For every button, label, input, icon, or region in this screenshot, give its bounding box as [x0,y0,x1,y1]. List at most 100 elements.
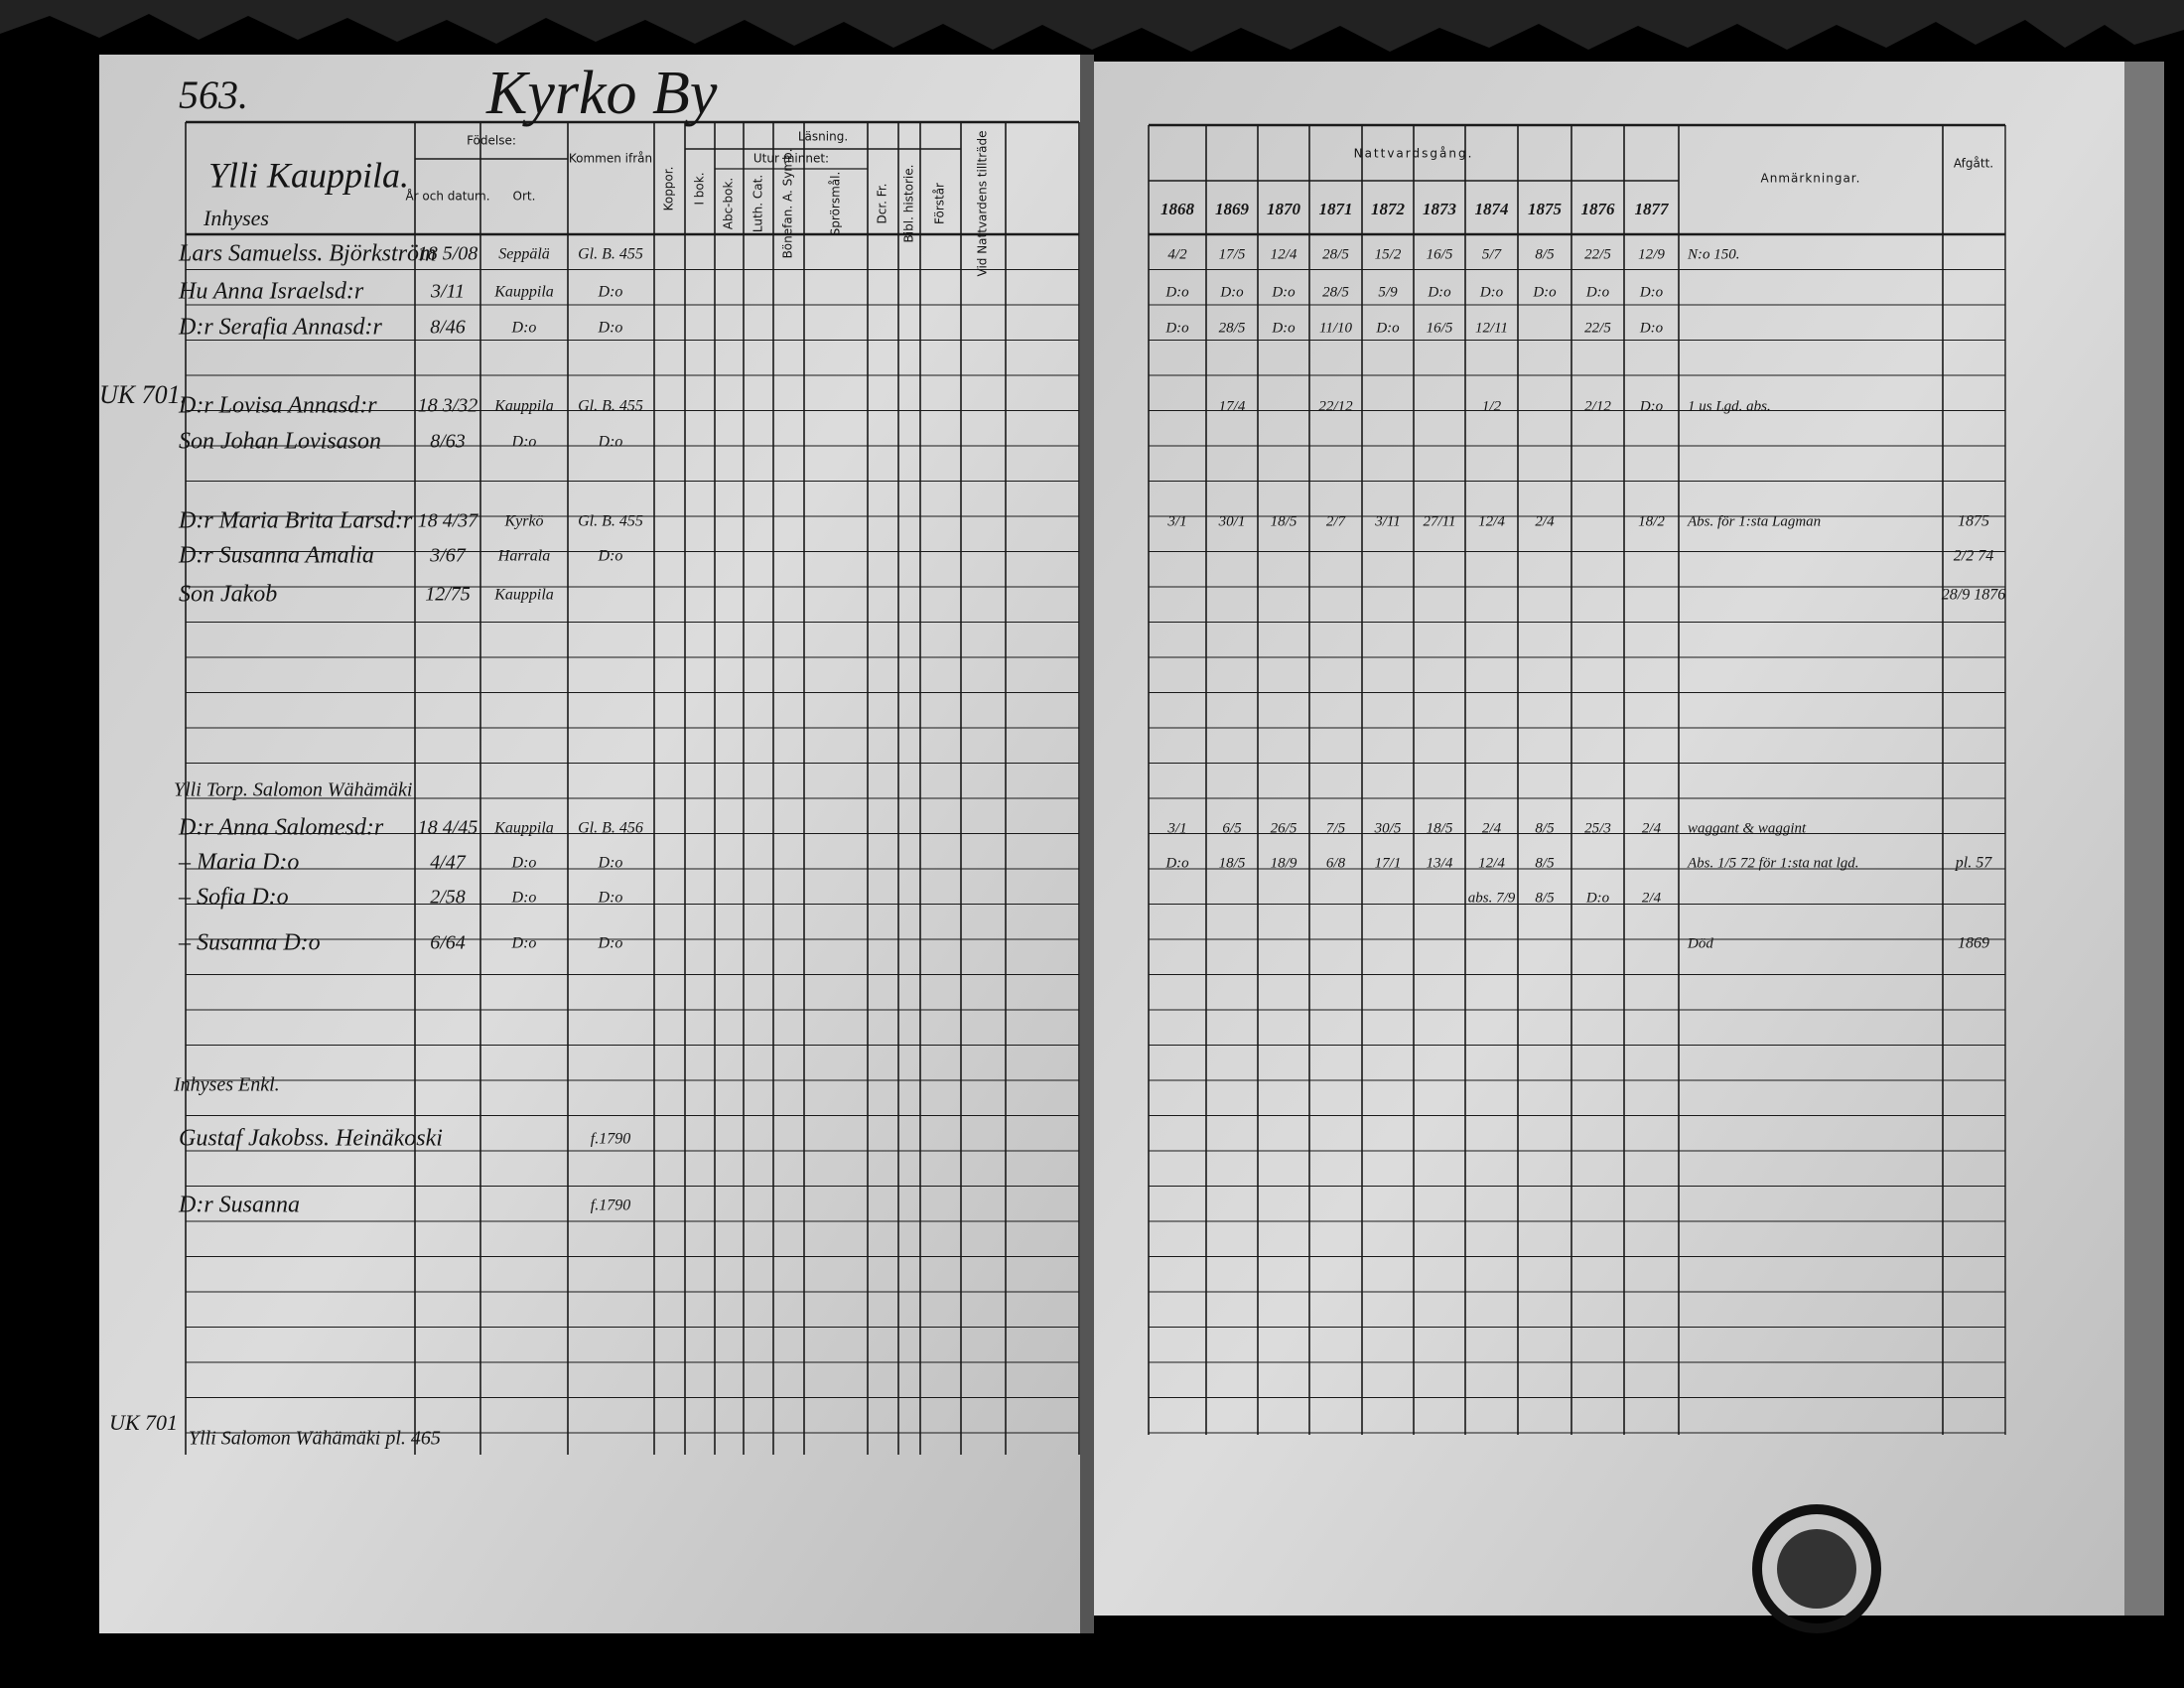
column-header: Förstår [933,183,947,224]
communion-date: D:o [1164,855,1189,871]
person-name: D:r Susanna [178,1193,300,1218]
departed: 1875 [1958,513,1989,530]
communion-date: 27/11 [1423,513,1455,529]
came-from: Gl. B. 455 [578,246,643,263]
gutter [1080,55,1094,1633]
came-from: f.1790 [591,1197,630,1214]
communion-date: 28/5 [1322,246,1349,262]
person-name: D:r Anna Salomesd:r [178,815,384,841]
communion-date: 5/7 [1482,246,1503,262]
column-header: Födelse: [467,134,516,148]
birth-place: D:o [511,890,537,907]
communion-date: 18/9 [1271,855,1297,871]
birth-date: 3/11 [430,281,465,303]
communion-date: 16/5 [1427,320,1453,336]
came-from: Gl. B. 455 [578,398,643,415]
communion-date: 12/4 [1478,855,1505,871]
person-name: D:r Lovisa Annasd:r [178,393,377,419]
birth-place: D:o [511,855,537,872]
birth-place: Kauppila [493,820,554,837]
came-from: f.1790 [591,1131,630,1148]
person-name: Son Jakob [179,582,277,608]
year-header: 1874 [1475,200,1509,218]
stamp-center [1777,1529,1856,1609]
communion-date: 2/4 [1642,890,1662,906]
birth-date: 8/46 [430,317,466,339]
page-edge [2124,62,2164,1616]
departed: 28/9 1876 [1942,587,2005,604]
communion-date: 18/5 [1219,855,1246,871]
communion-date: 2/4 [1535,513,1555,529]
remark: Abs. 1/5 72 för 1:sta nat lgd. [1687,855,1859,871]
ruled-grid [185,120,2006,1455]
remark: Död [1687,935,1713,951]
communion-date: 4/2 [1167,246,1187,262]
birth-place: Kauppila [493,587,554,604]
column-header: Abc-bok. [722,178,736,229]
communion-date: 6/8 [1326,855,1346,871]
group-heading: Ylli Torp. Salomon Wähämäki [174,779,412,801]
birth-date: 3/67 [429,545,467,567]
margin-note: UK 701 [109,1410,178,1435]
person-name: Hu Anna Israelsd:r [178,279,364,305]
birth-date: 18 4/37 [418,510,479,532]
person-name: – Sofia D:o [178,885,289,911]
remark: N:o 150. [1687,246,1740,262]
communion-date: D:o [1427,284,1451,300]
year-header: 1871 [1319,200,1353,218]
communion-date: 13/4 [1427,855,1453,871]
communion-date: 26/5 [1271,820,1297,836]
column-header: Koppor. [662,167,676,211]
footer-note: Ylli Salomon Wähämäki pl. 465 [189,1428,441,1450]
year-header: 1870 [1267,200,1301,218]
year-header: 1868 [1160,200,1195,218]
communion-date: D:o [1639,398,1664,414]
came-from: D:o [598,284,623,301]
communion-date: D:o [1639,284,1664,300]
birth-date: 4/47 [430,852,467,874]
person-name: Son Johan Lovisason [179,429,381,455]
birth-place: D:o [511,320,537,337]
column-header: Nattvardsgång. [1354,147,1474,161]
right-page [1092,62,2124,1616]
departed: pl. 57 [1955,855,1992,872]
communion-date: D:o [1585,890,1610,906]
year-header: 1869 [1215,200,1250,218]
communion-date: 12/4 [1271,246,1297,262]
birth-date: 12/75 [425,584,471,606]
communion-date: 17/5 [1219,246,1246,262]
person-name: – Susanna D:o [178,930,321,956]
communion-date: 17/1 [1375,855,1402,871]
communion-date: 18/5 [1271,513,1297,529]
came-from: D:o [598,890,623,907]
communion-date: 3/11 [1374,513,1401,529]
communion-date: 30/1 [1218,513,1246,529]
communion-date: 2/4 [1642,820,1662,836]
communion-date: D:o [1271,284,1296,300]
came-from: D:o [598,320,623,337]
group-heading: Inhyses Enkl. [173,1074,280,1096]
column-header: Afgått. [1954,157,1993,171]
communion-date: 5/9 [1378,284,1398,300]
birth-date: 18 5/08 [418,243,478,265]
communion-date: 11/10 [1319,320,1353,336]
communion-date: D:o [1585,284,1610,300]
communion-date: 28/5 [1219,320,1246,336]
communion-date: 12/4 [1478,513,1505,529]
column-header: Bönefan. A. Symb. [781,149,795,259]
person-name: Gustaf Jakobss. Heinäkoski [179,1126,443,1152]
content: 563. Kyrko By Ylli Kauppila. Inhyses UK … [99,60,2005,1449]
person-name: D:r Susanna Amalia [178,543,374,569]
communion-date: 3/1 [1166,820,1186,836]
margin-note: UK 701. [99,380,187,409]
column-header: Utur minnet: [753,152,829,166]
communion-date: D:o [1479,284,1504,300]
column-header: Bibl. historie. [902,165,916,243]
departed: 2/2 74 [1954,548,1993,565]
communion-date: D:o [1532,284,1557,300]
birth-date: 18 4/45 [418,817,478,839]
column-header: Vid Nattvardens tillträde [976,131,990,277]
remark: Abs. för 1:sta Lagman [1687,513,1821,529]
stamp [1752,1504,1881,1633]
